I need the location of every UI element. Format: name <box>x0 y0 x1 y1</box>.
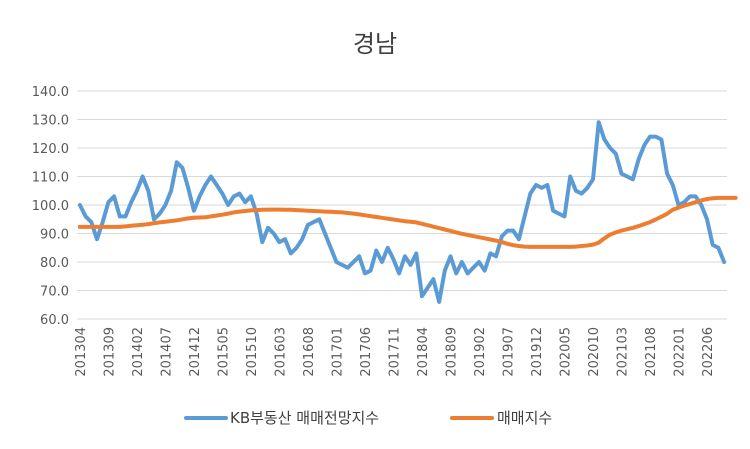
x-tick-label: 202005 <box>559 327 574 377</box>
x-tick-label: 201608 <box>302 327 317 377</box>
legend: KB부동산 매매전망지수 매매지수 <box>184 409 552 427</box>
x-tick-label: 201809 <box>444 327 459 377</box>
x-tick-label: 202201 <box>673 327 688 377</box>
x-tick-label: 201701 <box>330 327 345 377</box>
x-tick-label: 202108 <box>644 327 659 377</box>
series-line-1 <box>77 120 727 304</box>
x-tick-label: 201505 <box>216 327 231 377</box>
y-tick-label: 130.0 <box>32 114 69 129</box>
x-tick-label: 201603 <box>273 327 288 377</box>
x-tick-label: 201907 <box>501 327 516 377</box>
x-tick-label: 201304 <box>74 327 89 377</box>
y-tick-label: 70.0 <box>40 285 69 300</box>
y-tick-label: 140.0 <box>32 85 69 100</box>
x-tick-label: 201902 <box>473 327 488 377</box>
legend-label-1: KB부동산 매매전망지수 <box>230 409 379 427</box>
x-tick-label: 201309 <box>102 327 117 377</box>
x-tick-label: 202103 <box>616 327 631 377</box>
x-tick-label: 202206 <box>701 327 716 377</box>
y-tick-label: 120.0 <box>32 142 69 157</box>
x-tick-label: 201510 <box>245 327 260 377</box>
y-tick-label: 90.0 <box>40 228 69 243</box>
x-tick-label: 202010 <box>587 327 602 377</box>
x-tick-label: 201407 <box>159 327 174 377</box>
x-tick-label: 201706 <box>359 327 374 377</box>
legend-label-2: 매매지수 <box>497 409 552 427</box>
gridlines <box>77 90 727 320</box>
x-axis: 201304 201309 201402 201407 201412 201505 2015… <box>74 327 716 377</box>
y-tick-label: 80.0 <box>40 256 69 271</box>
x-tick-label: 201711 <box>387 327 402 377</box>
y-axis: 140.0 130.0 120.0 110.0 100.0 90.0 80.0 70.0 60.… <box>32 85 69 328</box>
x-tick-label: 201402 <box>131 327 146 377</box>
plot-area <box>77 120 738 304</box>
y-tick-label: 100.0 <box>32 199 69 214</box>
y-tick-label: 110.0 <box>32 171 69 186</box>
y-tick-label: 60.0 <box>40 313 69 328</box>
series-line-2 <box>77 195 738 249</box>
x-tick-label: 201412 <box>188 327 203 377</box>
x-tick-label: 201804 <box>416 327 431 377</box>
x-tick-label: 201912 <box>530 327 545 377</box>
chart-title: 경남 <box>353 30 397 58</box>
